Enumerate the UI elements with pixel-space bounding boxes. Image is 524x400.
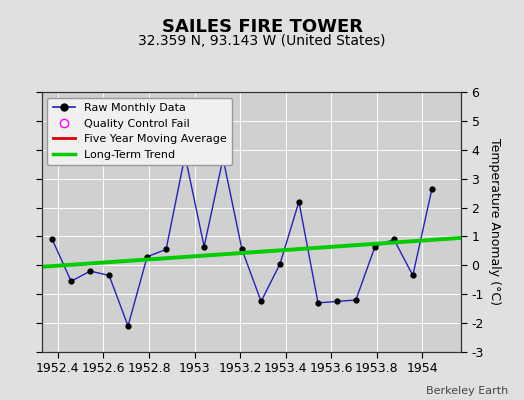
Text: SAILES FIRE TOWER: SAILES FIRE TOWER [161, 18, 363, 36]
Text: Berkeley Earth: Berkeley Earth [426, 386, 508, 396]
Y-axis label: Temperature Anomaly (°C): Temperature Anomaly (°C) [487, 138, 500, 306]
Text: 32.359 N, 93.143 W (United States): 32.359 N, 93.143 W (United States) [138, 34, 386, 48]
Legend: Raw Monthly Data, Quality Control Fail, Five Year Moving Average, Long-Term Tren: Raw Monthly Data, Quality Control Fail, … [48, 98, 233, 165]
